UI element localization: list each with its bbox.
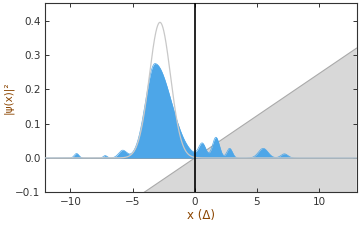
Polygon shape: [144, 48, 356, 192]
X-axis label: x (Δ): x (Δ): [187, 209, 215, 222]
Y-axis label: |ψ(x)|²: |ψ(x)|²: [4, 82, 14, 114]
